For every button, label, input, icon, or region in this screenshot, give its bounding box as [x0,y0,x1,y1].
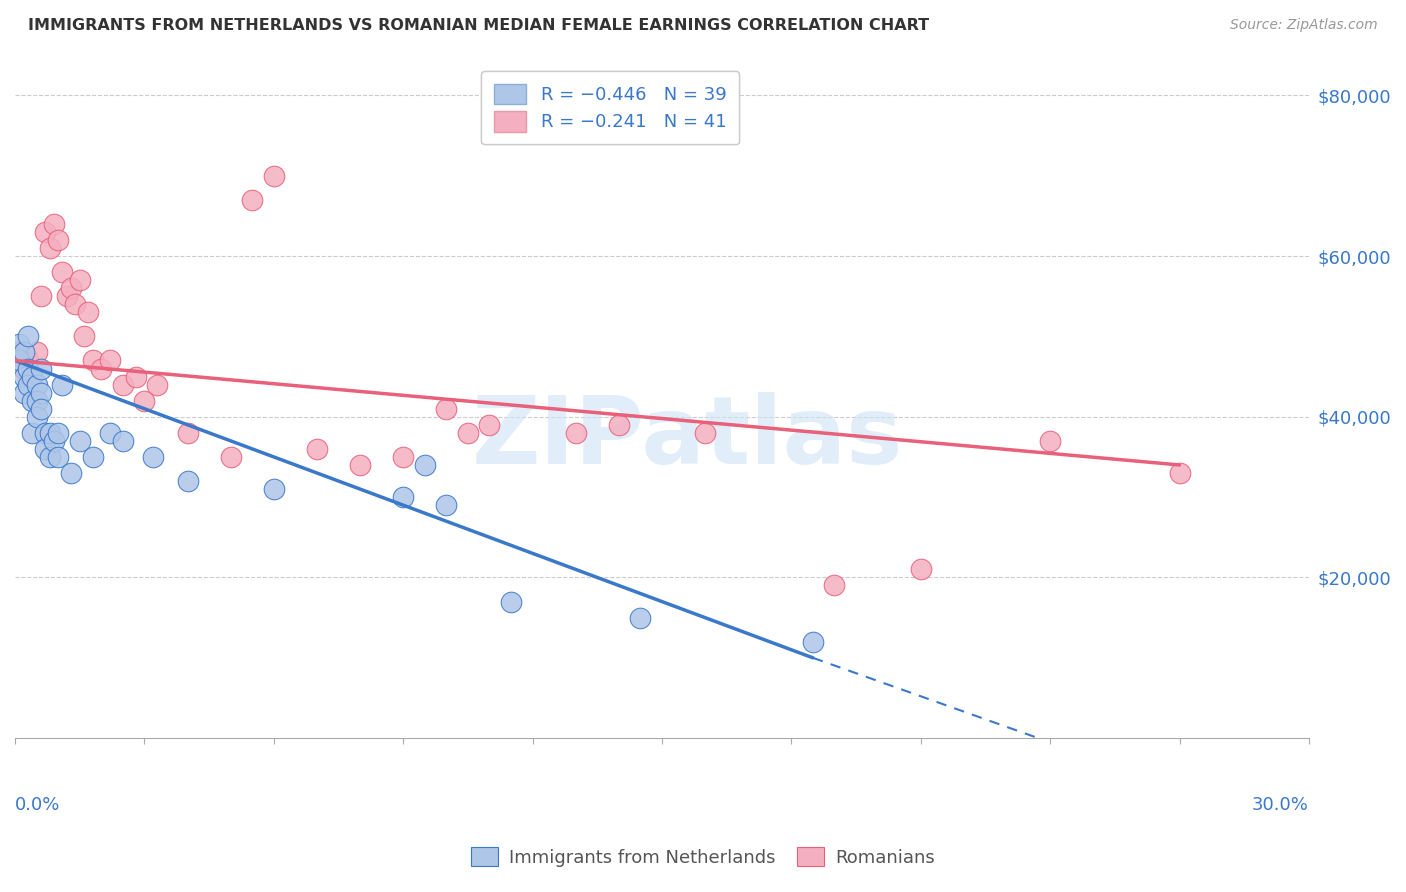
Point [38,241,60,255]
Point [1039,434,1062,448]
Point [8,337,31,351]
Point [82,450,104,464]
Point [176,474,198,488]
Point [65,297,87,311]
Point [30,361,52,376]
Point [46,233,69,247]
Point [824,578,846,592]
Text: 0.0%: 0.0% [15,797,60,814]
Point [42,217,65,231]
Point [146,377,169,392]
Point [46,450,69,464]
Point [77,305,100,319]
Point [13,385,35,400]
Point [349,458,371,472]
Point [413,458,436,472]
Point [564,425,586,440]
Point [13,369,35,384]
Point [478,417,501,432]
Point [25,377,48,392]
Point [607,417,630,432]
Text: 30.0%: 30.0% [1251,797,1309,814]
Point [98,353,121,368]
Point [21,369,44,384]
Legend: Immigrants from Netherlands, Romanians: Immigrants from Netherlands, Romanians [464,840,942,874]
Point [90,361,112,376]
Point [134,393,156,408]
Point [13,361,35,376]
Point [60,281,83,295]
Text: ZIPatlas: ZIPatlas [472,392,904,483]
Point [69,273,91,287]
Point [51,377,73,392]
Point [34,425,56,440]
Point [8,345,31,359]
Point [34,442,56,456]
Point [42,434,65,448]
Point [457,425,479,440]
Point [25,409,48,424]
Point [25,393,48,408]
Point [392,450,415,464]
Point [38,450,60,464]
Point [693,425,716,440]
Point [17,377,39,392]
Point [219,450,242,464]
Point [263,482,285,496]
Point [69,434,91,448]
Point [305,442,328,456]
Point [628,610,651,624]
Point [55,289,77,303]
Point [434,498,457,512]
Point [910,562,932,576]
Point [240,193,263,207]
Point [111,377,134,392]
Point [21,369,44,384]
Point [60,466,83,480]
Point [125,369,148,384]
Point [263,169,285,183]
Point [13,345,35,359]
Text: IMMIGRANTS FROM NETHERLANDS VS ROMANIAN MEDIAN FEMALE EARNINGS CORRELATION CHART: IMMIGRANTS FROM NETHERLANDS VS ROMANIAN … [28,18,929,33]
Text: Source: ZipAtlas.com: Source: ZipAtlas.com [1230,18,1378,32]
Point [34,225,56,239]
Point [17,361,39,376]
Point [21,393,44,408]
Point [392,490,415,504]
Point [8,353,31,368]
Point [82,353,104,368]
Point [499,594,522,608]
Point [73,329,96,343]
Legend: R = −0.446   N = 39, R = −0.241   N = 41: R = −0.446 N = 39, R = −0.241 N = 41 [481,71,740,145]
Point [51,265,73,279]
Point [46,425,69,440]
Point [176,425,198,440]
Point [98,425,121,440]
Point [434,401,457,416]
Point [801,634,824,648]
Point [30,289,52,303]
Point [111,434,134,448]
Point [142,450,165,464]
Point [30,385,52,400]
Point [25,345,48,359]
Point [17,353,39,368]
Point [1168,466,1191,480]
Point [38,425,60,440]
Point [21,425,44,440]
Point [30,401,52,416]
Point [17,329,39,343]
